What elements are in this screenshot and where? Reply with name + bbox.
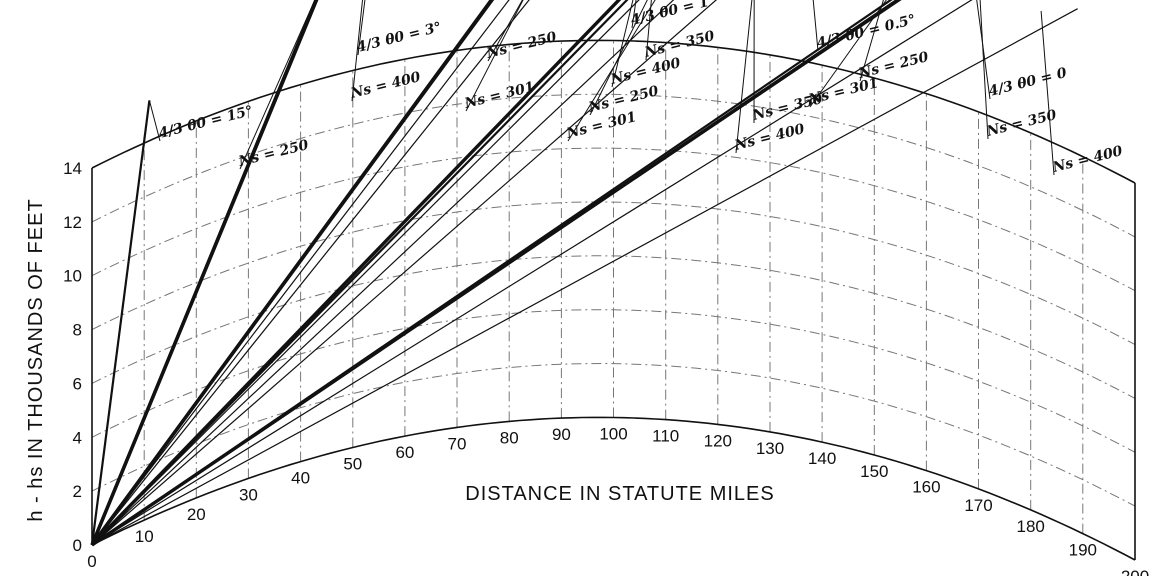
x-tick-label: 100 (599, 425, 627, 444)
x-tick-label: 180 (1017, 517, 1045, 536)
x-tick-label: 70 (448, 434, 467, 453)
x-tick-label: 140 (808, 449, 836, 468)
label-leader-line (1040, 10, 1055, 176)
label-leader-line (487, 0, 523, 62)
y-axis-title: h - hs IN THOUSANDS OF FEET (25, 198, 47, 521)
ray-label: Ns = 400 (608, 55, 682, 88)
label-layer: 4/3 θ0 = 15° 4/3 θ0 = 3° Ns = 250 Ns = 400 4… (157, 0, 1124, 176)
label-leader-line (611, 0, 634, 88)
ray-label: 4/3 θ0 = 1° (629, 0, 717, 29)
y-tick-label: 8 (73, 321, 82, 340)
ray-label: Ns = 400 (348, 69, 422, 102)
ray-label: 4/3 θ0 = 15° (157, 103, 255, 142)
label-leader-line (351, 0, 364, 102)
y-tick-label: 6 (73, 374, 82, 393)
ray-label: 4/3 θ0 = 0 (987, 65, 1069, 100)
label-leader-line (809, 0, 887, 108)
label-leader-line (567, 0, 656, 142)
label-leader-line (645, 0, 652, 61)
label-leader-line (976, 0, 991, 100)
x-tick-label: 50 (343, 455, 362, 474)
label-leader-line (465, 0, 524, 112)
label-leader-line (859, 0, 884, 82)
label-leader-line (589, 0, 648, 116)
x-tick-label: 170 (964, 496, 992, 515)
ray-line (91, 0, 530, 546)
x-tick-label: 200 (1121, 567, 1149, 576)
ray-label: Ns = 301 (564, 109, 638, 142)
ray-label: 4/3 θ0 = 3° (355, 19, 443, 56)
ray-line (90, 100, 151, 546)
ray-label: Ns = 301 (462, 79, 536, 112)
x-tick-label: 90 (552, 425, 571, 444)
ray-line (91, 0, 718, 546)
label-leader-line (239, 0, 316, 170)
x-tick-labels: 0 10 20 30 40 50 60 70 80 90 100 110 120 130 140 150 160… (87, 425, 1149, 576)
ray-line (91, 0, 675, 546)
x-tick-label: 30 (239, 485, 258, 504)
label-leader-line (357, 0, 366, 56)
label-leader-line (148, 100, 161, 142)
ray-line (90, 0, 495, 547)
ray-line (91, 0, 640, 546)
x-tick-label: 0 (87, 552, 96, 571)
ray-line (90, 0, 622, 547)
ray-line (90, 0, 318, 546)
x-tick-label: 120 (704, 431, 732, 450)
ray-label: Ns = 350 (642, 28, 716, 61)
label-leader-line (812, 0, 819, 52)
y-tick-label: 2 (73, 482, 82, 501)
y-tick-label: 10 (63, 267, 82, 286)
ray-layer (90, 0, 1078, 547)
y-tick-labels: 0 2 4 6 8 10 12 14 (63, 159, 82, 555)
frame-layer (91, 39, 1136, 561)
x-axis-title: DISTANCE IN STATUTE MILES (465, 483, 774, 505)
x-tick-label: 20 (187, 505, 206, 524)
ray-line (91, 0, 901, 547)
top-boundary (91, 39, 1136, 184)
label-leader-line (735, 0, 753, 154)
y-tick-label: 12 (63, 213, 82, 232)
x-tick-label: 190 (1069, 541, 1097, 560)
x-axis-baseline (91, 416, 1136, 561)
leader-layer (148, 0, 1055, 176)
x-tick-label: 110 (652, 427, 679, 446)
x-tick-label: 130 (756, 439, 784, 458)
ray-label: Ns = 250 (236, 137, 310, 170)
x-tick-label: 60 (395, 443, 414, 462)
label-leader-line (979, 0, 989, 140)
x-tick-label: 40 (291, 469, 310, 488)
ray-line (91, 0, 510, 546)
y-tick-label: 14 (63, 159, 82, 178)
ray-line (90, 0, 319, 546)
x-tick-label: 80 (500, 428, 519, 447)
x-tick-label: 10 (135, 527, 154, 546)
height-gridline (91, 362, 1136, 507)
y-tick-label: 4 (73, 428, 82, 447)
ray-line (90, 0, 318, 546)
x-tick-label: 150 (860, 462, 888, 481)
ray-line (91, 8, 1078, 546)
ray-line (91, 0, 973, 546)
ray-label: Ns = 350 (984, 107, 1058, 140)
y-tick-label: 0 (73, 536, 82, 555)
ray-label: Ns = 250 (484, 29, 558, 62)
x-tick-label: 160 (912, 478, 940, 497)
